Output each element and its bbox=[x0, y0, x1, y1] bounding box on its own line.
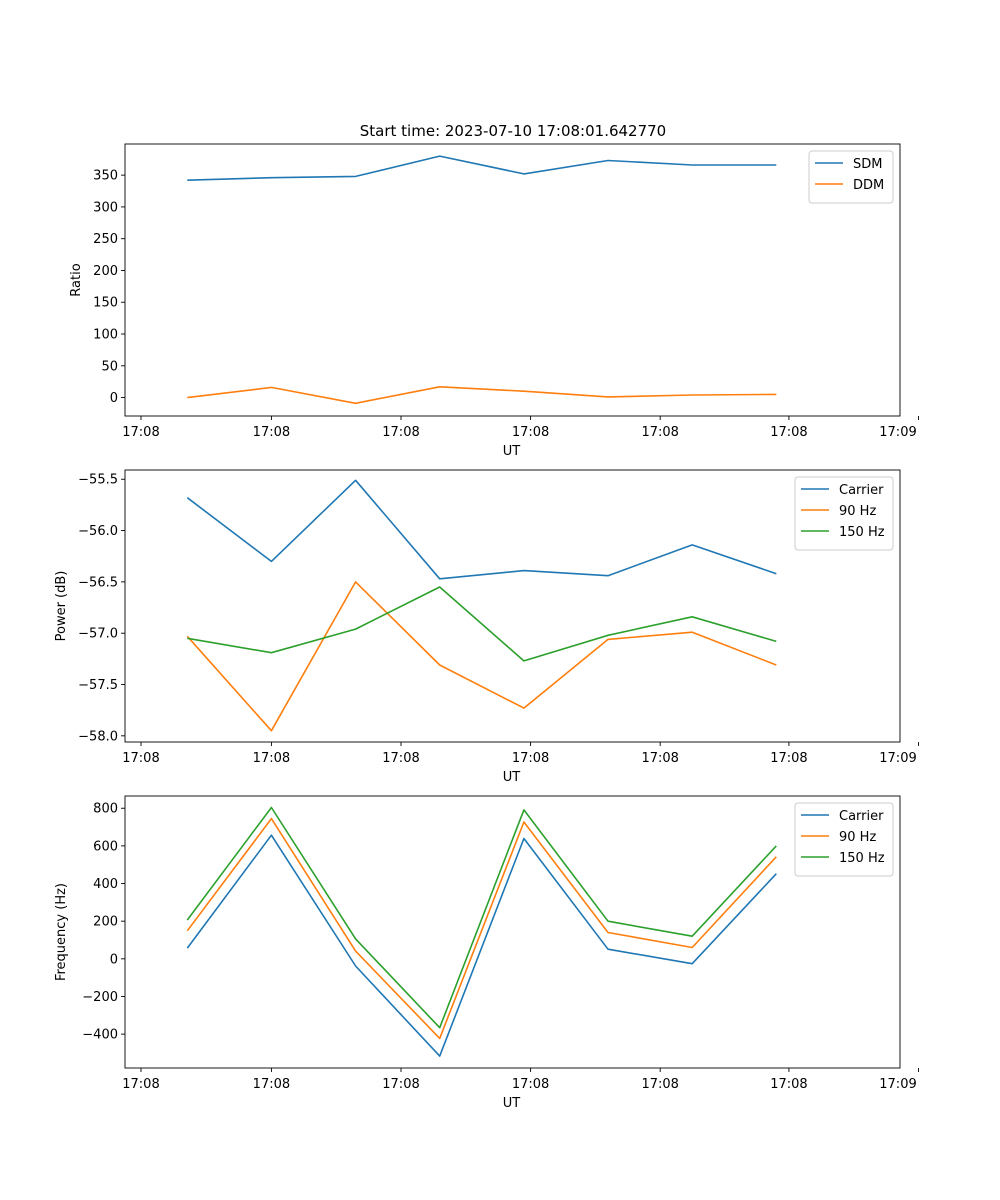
series-line-150-hz bbox=[186, 806, 777, 1029]
axes-frame bbox=[124, 143, 901, 417]
x-tick-label: 17:08 bbox=[512, 425, 549, 440]
y-tick-label: −56.5 bbox=[78, 575, 118, 590]
subplot-1: 0 50 100 150 200 250 300 350 17:08 17:08 17:08 17:0… bbox=[69, 143, 919, 459]
y-tick-label: 350 bbox=[93, 169, 118, 184]
legend-label: 150 Hz bbox=[839, 525, 885, 540]
y-tick-label: −57.5 bbox=[78, 678, 118, 693]
series-line-150-hz bbox=[187, 586, 777, 662]
x-tick-label: 17:08 bbox=[641, 425, 678, 440]
x-tick-label: 17:08 bbox=[641, 1077, 678, 1092]
y-tick-label: 0 bbox=[110, 952, 118, 967]
series-line-carrier bbox=[186, 834, 777, 1057]
legend-label: Carrier bbox=[839, 809, 884, 824]
legend-label: Carrier bbox=[839, 483, 884, 498]
legend: SDM DDM bbox=[808, 150, 894, 204]
x-tick-label: 17:08 bbox=[382, 425, 419, 440]
x-tick-label: 17:08 bbox=[770, 425, 807, 440]
x-tick-label: 17:08 bbox=[253, 1077, 290, 1092]
y-tick-label: 250 bbox=[93, 232, 118, 247]
axes-frame bbox=[124, 469, 901, 743]
y-tick-label: −400 bbox=[82, 1028, 118, 1043]
subplot-panels: 0 50 100 150 200 250 300 350 17:08 17:08 17:08 17:0… bbox=[54, 143, 919, 1111]
x-tick-label-end: 17:09 bbox=[879, 751, 916, 766]
subplot-2: −58.0 −57.5 −57.0 −56.5 −56.0 −55.5 17:08 17:08… bbox=[54, 469, 919, 785]
x-axis-label: UT bbox=[503, 770, 521, 785]
subplot-3: −400 −200 0 200 400 600 800 17:08 17:08 17:08 17:0… bbox=[54, 795, 919, 1111]
y-tick-label: 100 bbox=[93, 328, 118, 343]
x-tick-label: 17:08 bbox=[253, 751, 290, 766]
y-tick-label: −58.0 bbox=[78, 729, 118, 744]
series-line-ddm bbox=[187, 385, 777, 405]
x-tick-label: 17:08 bbox=[512, 751, 549, 766]
x-tick-label: 17:08 bbox=[122, 751, 159, 766]
y-tick-label: 800 bbox=[93, 802, 118, 817]
series-line-carrier bbox=[186, 479, 777, 580]
y-axis-label: Power (dB) bbox=[54, 571, 69, 642]
legend-label: 150 Hz bbox=[839, 851, 885, 866]
series-line-sdm bbox=[187, 155, 777, 181]
legend: Carrier 90 Hz 150 Hz bbox=[794, 802, 894, 877]
axes-frame bbox=[124, 795, 901, 1069]
y-tick-label: −55.5 bbox=[78, 473, 118, 488]
legend-label: 90 Hz bbox=[839, 504, 876, 519]
x-tick-label: 17:08 bbox=[122, 425, 159, 440]
legend-box bbox=[808, 150, 894, 204]
x-tick-label: 17:08 bbox=[382, 751, 419, 766]
y-tick-label: 600 bbox=[93, 839, 118, 854]
x-tick-label: 17:08 bbox=[512, 1077, 549, 1092]
series-line-90-hz bbox=[186, 817, 777, 1040]
x-tick-label-end: 17:09 bbox=[879, 425, 916, 440]
y-tick-label: 300 bbox=[93, 200, 118, 215]
x-tick-label-end: 17:09 bbox=[879, 1077, 916, 1092]
y-tick-label: 0 bbox=[110, 391, 118, 406]
y-axis-label: Frequency (Hz) bbox=[54, 883, 69, 981]
figure-title: Start time: 2023-07-10 17:08:01.642770 bbox=[360, 122, 666, 140]
legend: Carrier 90 Hz 150 Hz bbox=[794, 476, 894, 551]
y-tick-label: 200 bbox=[93, 915, 118, 930]
legend-label: 90 Hz bbox=[839, 830, 876, 845]
x-tick-label: 17:08 bbox=[641, 751, 678, 766]
x-tick-label: 17:08 bbox=[382, 1077, 419, 1092]
y-tick-label: −200 bbox=[82, 990, 118, 1005]
y-tick-label: −56.0 bbox=[78, 524, 118, 539]
x-axis-label: UT bbox=[503, 444, 521, 459]
legend-label: DDM bbox=[853, 178, 884, 193]
x-tick-label: 17:08 bbox=[122, 1077, 159, 1092]
y-tick-label: 200 bbox=[93, 264, 118, 279]
x-axis-label: UT bbox=[503, 1096, 521, 1111]
series-line-90-hz bbox=[186, 581, 777, 732]
x-tick-label: 17:08 bbox=[770, 1077, 807, 1092]
y-tick-label: 50 bbox=[101, 359, 118, 374]
y-axis-label: Ratio bbox=[69, 263, 84, 296]
y-tick-label: −57.0 bbox=[78, 627, 118, 642]
y-tick-label: 400 bbox=[93, 877, 118, 892]
y-tick-label: 150 bbox=[93, 296, 118, 311]
x-tick-label: 17:08 bbox=[770, 751, 807, 766]
legend-label: SDM bbox=[853, 157, 882, 172]
x-tick-label: 17:08 bbox=[253, 425, 290, 440]
